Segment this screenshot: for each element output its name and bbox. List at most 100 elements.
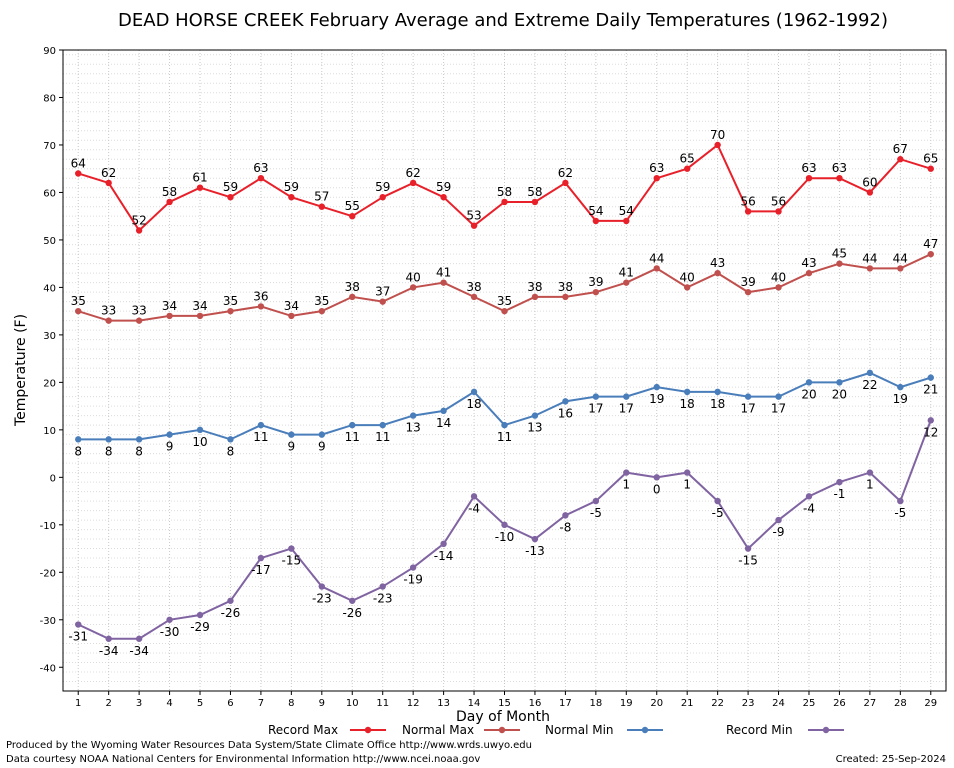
y-tick-label: 0 xyxy=(50,473,56,484)
record-min-point xyxy=(714,497,721,505)
normal-min-data-label: 8 xyxy=(135,444,143,458)
record-min-point xyxy=(166,616,173,623)
record-max-point xyxy=(897,156,904,163)
record-min-data-label: -8 xyxy=(559,520,571,534)
x-tick-label: 23 xyxy=(742,698,755,709)
x-tick-label: 12 xyxy=(407,698,420,709)
x-tick-label: 10 xyxy=(346,698,359,709)
y-tick-label: -20 xyxy=(40,568,56,579)
normal-max-point xyxy=(714,269,721,277)
record-max-point xyxy=(257,175,265,182)
normal-max-data-label: 44 xyxy=(862,251,877,265)
record-min-data-label: -14 xyxy=(434,549,454,563)
y-tick-label: 10 xyxy=(43,426,56,437)
normal-min-point xyxy=(135,436,143,443)
x-tick-label: 13 xyxy=(437,698,450,709)
record-max-point xyxy=(288,193,295,201)
legend-item-record-max: Record Max xyxy=(268,723,386,737)
normal-min-point xyxy=(75,436,82,443)
record-min-point xyxy=(196,611,204,619)
legend-label: Normal Max xyxy=(402,723,474,737)
record-max-data-label: 59 xyxy=(436,180,451,194)
record-min-data-label: -10 xyxy=(495,530,515,544)
record-min-data-label: -17 xyxy=(251,563,271,577)
y-tick-label: -10 xyxy=(40,521,56,532)
normal-min-data-label: 17 xyxy=(619,402,634,416)
x-tick-label: 1 xyxy=(75,698,81,709)
record-max-data-label: 70 xyxy=(710,128,725,142)
record-min-data-label: -1 xyxy=(833,487,845,501)
x-tick-label: 18 xyxy=(589,698,602,709)
normal-max-point xyxy=(927,250,934,258)
record-min-point xyxy=(379,583,386,590)
normal-max-data-label: 38 xyxy=(466,280,481,294)
record-max-data-label: 57 xyxy=(314,190,329,204)
normal-max-point xyxy=(744,288,752,296)
record-min-data-label: -34 xyxy=(99,644,119,658)
normal-max-data-label: 33 xyxy=(101,304,116,318)
record-min-data-label: 12 xyxy=(923,425,938,439)
normal-max-point xyxy=(623,279,630,286)
record-max-data-label: 56 xyxy=(771,194,786,208)
normal-min-point xyxy=(683,388,691,396)
legend-marker xyxy=(498,726,506,734)
normal-max-point xyxy=(409,284,417,291)
normal-max-data-label: 39 xyxy=(740,275,755,289)
y-tick-label: 90 xyxy=(43,46,56,57)
normal-min-point xyxy=(227,436,234,443)
normal-max-data-label: 41 xyxy=(436,266,451,280)
normal-min-data-label: 19 xyxy=(893,392,908,406)
normal-max-point xyxy=(288,312,295,320)
record-max-data-label: 64 xyxy=(71,156,86,170)
record-min-data-label: -19 xyxy=(403,573,423,587)
record-max-data-label: 59 xyxy=(223,180,238,194)
record-max-data-label: 62 xyxy=(406,166,421,180)
record-max-point xyxy=(349,212,356,220)
normal-min-point xyxy=(805,379,813,386)
series-group: 64 62 52 58 61 59 63 59 57 55 59 62 59 53 58 58 62 54 54 63… xyxy=(68,128,938,658)
normal-min-point xyxy=(744,393,752,400)
normal-max-point xyxy=(379,298,386,305)
record-min-point xyxy=(623,469,630,476)
record-max-point xyxy=(227,193,234,201)
normal-max-data-label: 39 xyxy=(588,275,603,289)
normal-min-data-label: 11 xyxy=(375,430,390,444)
normal-min-point xyxy=(927,374,934,381)
normal-min-point xyxy=(714,388,721,396)
record-min-point xyxy=(592,497,600,505)
record-min-data-label: -34 xyxy=(129,644,149,658)
record-max-data-label: 67 xyxy=(893,142,908,156)
credit-line-2: Data courtesy NOAA National Centers for … xyxy=(6,754,480,765)
normal-min-data-label: 17 xyxy=(740,402,755,416)
legend-label: Record Min xyxy=(726,723,793,737)
normal-max-data-label: 34 xyxy=(284,299,299,313)
normal-min-point xyxy=(318,431,326,438)
record-min-data-label: 1 xyxy=(683,478,691,492)
normal-min-data-label: 11 xyxy=(345,430,360,444)
record-min-point xyxy=(409,564,417,571)
normal-max-point xyxy=(196,312,204,320)
normal-min-point xyxy=(775,393,782,400)
record-max-point xyxy=(805,175,813,182)
legend-item-normal-min: Normal Min xyxy=(545,723,663,737)
normal-max-data-label: 40 xyxy=(406,270,421,284)
x-tick-label: 4 xyxy=(166,698,172,709)
normal-min-point xyxy=(379,421,386,429)
series-record-max: 64 62 52 58 61 59 63 59 57 55 59 62 59 53 58 58 62 54 54 63… xyxy=(71,128,938,234)
y-tick-label: 70 xyxy=(43,141,56,152)
record-min-point xyxy=(440,540,447,548)
normal-min-point xyxy=(288,431,295,438)
x-tick-label: 29 xyxy=(924,698,937,709)
record-min-point xyxy=(897,497,904,505)
normal-max-data-label: 38 xyxy=(345,280,360,294)
normal-min-data-label: 10 xyxy=(192,435,207,449)
normal-min-data-label: 20 xyxy=(832,387,847,401)
x-tick-label: 3 xyxy=(136,698,142,709)
normal-max-data-label: 43 xyxy=(801,256,816,270)
normal-min-point xyxy=(653,383,660,391)
record-max-data-label: 65 xyxy=(680,152,695,166)
record-max-data-label: 52 xyxy=(131,213,146,227)
record-max-data-label: 59 xyxy=(375,180,390,194)
normal-min-point xyxy=(257,421,265,429)
